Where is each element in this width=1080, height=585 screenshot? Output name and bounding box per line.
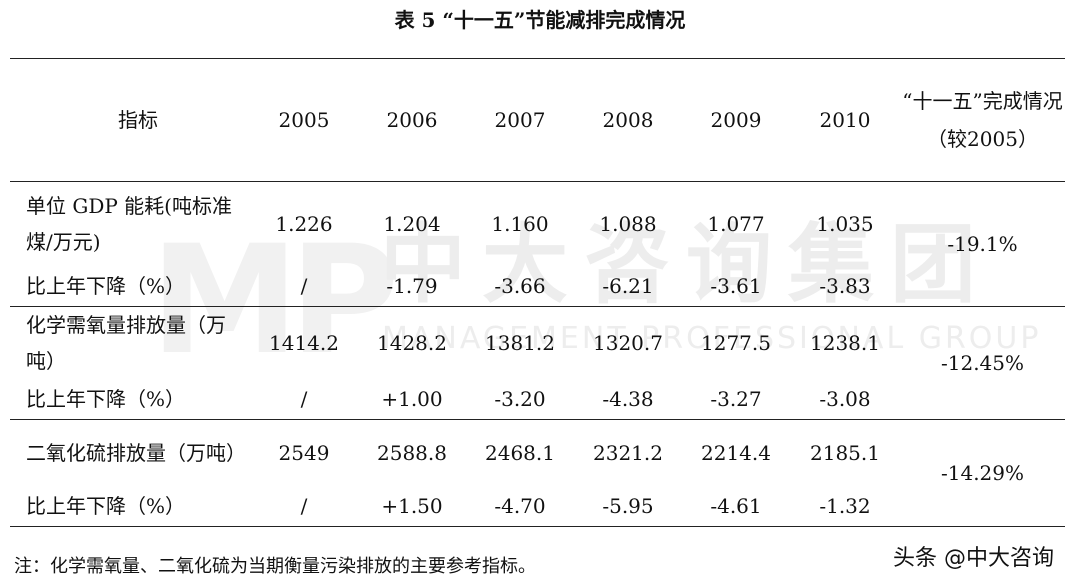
header-year: 2009 [682, 58, 790, 182]
table-row: 二氧化硫排放量（万吨） 2549 2588.8 2468.1 2321.2 22… [10, 419, 1065, 527]
cell-value: -3.08 [790, 379, 900, 420]
cell-value: 1.226 [275, 212, 333, 236]
table-row: 比上年下降（%） / +1.50 -4.70 -5.95 -4.61 -1.32 [10, 486, 1065, 527]
cell-value: -4.61 [682, 486, 790, 527]
cell-value: 2321.2 [593, 441, 663, 465]
cell-value: -1.32 [790, 486, 900, 527]
completion-value: -12.45% [900, 306, 1065, 420]
header-year: 2010 [790, 58, 900, 182]
footnote: 注：化学需氧量、二氧化硫为当期衡量污染排放的主要参考指标。 [14, 556, 536, 577]
row-label: 比上年下降（%） [10, 486, 250, 527]
cell-value: 1428.2 [377, 331, 447, 355]
table-title: 表 5 “十一五”节能减排完成情况 [394, 8, 686, 32]
row-label: 二氧化硫排放量（万吨） [26, 441, 246, 465]
cell-value: 2185.1 [810, 441, 880, 465]
table-row: 单位 GDP 能耗(吨标准煤/万元) 1.226 1.204 1.160 1.0… [10, 181, 1065, 307]
cell-value: 2588.8 [377, 441, 447, 465]
header-year: 2007 [466, 58, 574, 182]
cell-value: 1381.2 [485, 331, 555, 355]
table-row: 比上年下降（%） / +1.00 -3.20 -4.38 -3.27 -3.08 [10, 379, 1065, 420]
cell-value: / [250, 266, 358, 307]
cell-value: -4.38 [574, 379, 682, 420]
cell-value: -3.83 [790, 266, 900, 307]
cell-value: 1.204 [383, 212, 441, 236]
cell-value: 1320.7 [593, 331, 663, 355]
cell-value: 1.160 [491, 212, 549, 236]
header-completion: “十一五”完成情况（较2005） [900, 58, 1065, 182]
cell-value: / [250, 379, 358, 420]
cell-value: +1.00 [358, 379, 466, 420]
cell-value: -3.61 [682, 266, 790, 307]
table-header-row: 指标 2005 2006 2007 2008 2009 2010 “十一五”完成… [10, 58, 1065, 182]
header-year: 2006 [358, 58, 466, 182]
row-label: 化学需氧量排放量（万吨） [26, 313, 226, 373]
row-label: 比上年下降（%） [10, 266, 250, 307]
completion-value: -19.1% [900, 181, 1065, 307]
brand-watermark: 头条 @中大咨询 [893, 546, 1054, 571]
cell-value: 1.077 [707, 212, 765, 236]
cell-value: -5.95 [574, 486, 682, 527]
cell-value: -3.27 [682, 379, 790, 420]
cell-value: +1.50 [358, 486, 466, 527]
cell-value: -6.21 [574, 266, 682, 307]
header-year: 2008 [574, 58, 682, 182]
table-row: 化学需氧量排放量（万吨） 1414.2 1428.2 1381.2 1320.7… [10, 306, 1065, 420]
cell-value: 2468.1 [485, 441, 555, 465]
row-label: 比上年下降（%） [10, 379, 250, 420]
cell-value: 2549 [278, 441, 330, 465]
cell-value: / [250, 486, 358, 527]
cell-value: -4.70 [466, 486, 574, 527]
cell-value: 2214.4 [701, 441, 771, 465]
header-year: 2005 [250, 58, 358, 182]
cell-value: 1.035 [816, 212, 874, 236]
cell-value: 1238.1 [810, 331, 880, 355]
cell-value: 1277.5 [701, 331, 771, 355]
row-label: 单位 GDP 能耗(吨标准煤/万元) [26, 194, 232, 254]
cell-value: -3.66 [466, 266, 574, 307]
header-indicator: 指标 [10, 58, 250, 182]
cell-value: 1414.2 [269, 331, 339, 355]
data-table: 指标 2005 2006 2007 2008 2009 2010 “十一五”完成… [10, 58, 1065, 527]
cell-value: -3.20 [466, 379, 574, 420]
cell-value: 1.088 [599, 212, 657, 236]
table-row: 比上年下降（%） / -1.79 -3.66 -6.21 -3.61 -3.83 [10, 266, 1065, 307]
cell-value: -1.79 [358, 266, 466, 307]
completion-value: -14.29% [900, 419, 1065, 527]
